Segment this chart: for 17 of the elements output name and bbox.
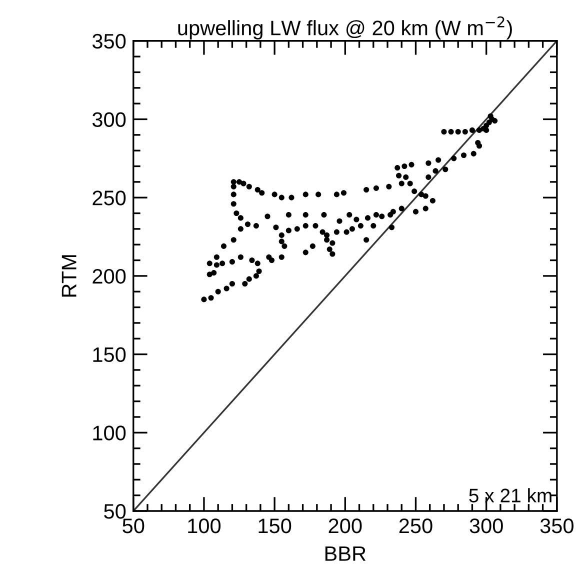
- y-tick-label: 250: [92, 190, 126, 206]
- y-tick-label: 150: [93, 347, 126, 362]
- y-tick-label: 300: [92, 112, 126, 127]
- y-tick-label: 50: [104, 504, 126, 519]
- x-axis-title: BBR: [325, 546, 366, 561]
- x-tick-label: 150: [258, 518, 292, 534]
- y-tick-label: 200: [92, 268, 126, 284]
- x-tick-label: 300: [470, 518, 503, 534]
- chart-title: upwelling LW flux @ 20 km (W m$^{−2}$): [178, 16, 512, 40]
- y-axis-title: RTM: [62, 255, 76, 297]
- y-tick-label: 100: [93, 426, 126, 440]
- y-tick-label: 350: [92, 34, 126, 49]
- x-tick-label: 200: [328, 518, 362, 534]
- x-tick-label: 100: [188, 518, 221, 534]
- x-tick-label: 50: [122, 518, 144, 534]
- x-tick-label: 250: [399, 518, 432, 534]
- x-tick-label: 350: [540, 518, 574, 534]
